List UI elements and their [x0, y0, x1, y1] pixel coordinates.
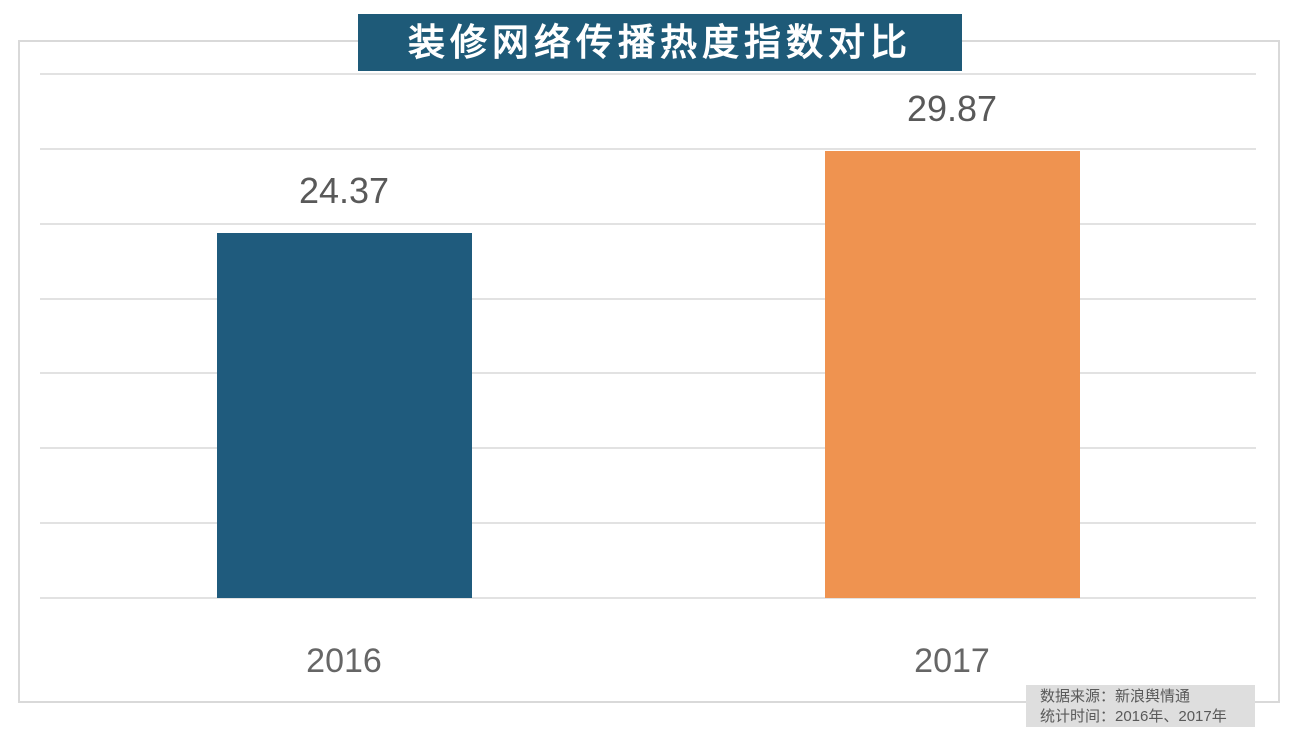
source-note-line1: 数据来源：新浪舆情通 — [1040, 688, 1191, 705]
value-label-2016: 24.37 — [298, 170, 390, 211]
source-note-line2: 统计时间：2016年、2017年 — [1040, 708, 1227, 725]
gridline — [40, 222, 1256, 225]
gridline — [40, 147, 1256, 150]
gridline — [40, 297, 1256, 300]
chart-title: 装修网络传播热度指数对比 — [358, 14, 962, 71]
x-axis-label-2016: 2016 — [306, 642, 382, 680]
gridline — [40, 447, 1256, 450]
source-note: 数据来源：新浪舆情通 统计时间：2016年、2017年 — [1026, 685, 1255, 727]
gridline — [40, 597, 1256, 599]
chart-frame: 24.37 2016 29.87 2017 — [18, 40, 1280, 703]
bar-2017[interactable] — [825, 151, 1080, 598]
bar-2016[interactable] — [217, 233, 472, 598]
gridline — [40, 73, 1256, 75]
gridline — [40, 372, 1256, 375]
value-label-2017: 29.87 — [906, 88, 998, 129]
x-axis-label-2017: 2017 — [914, 642, 990, 680]
gridline — [40, 522, 1256, 525]
plot-area: 24.37 2016 29.87 2017 — [40, 73, 1256, 678]
